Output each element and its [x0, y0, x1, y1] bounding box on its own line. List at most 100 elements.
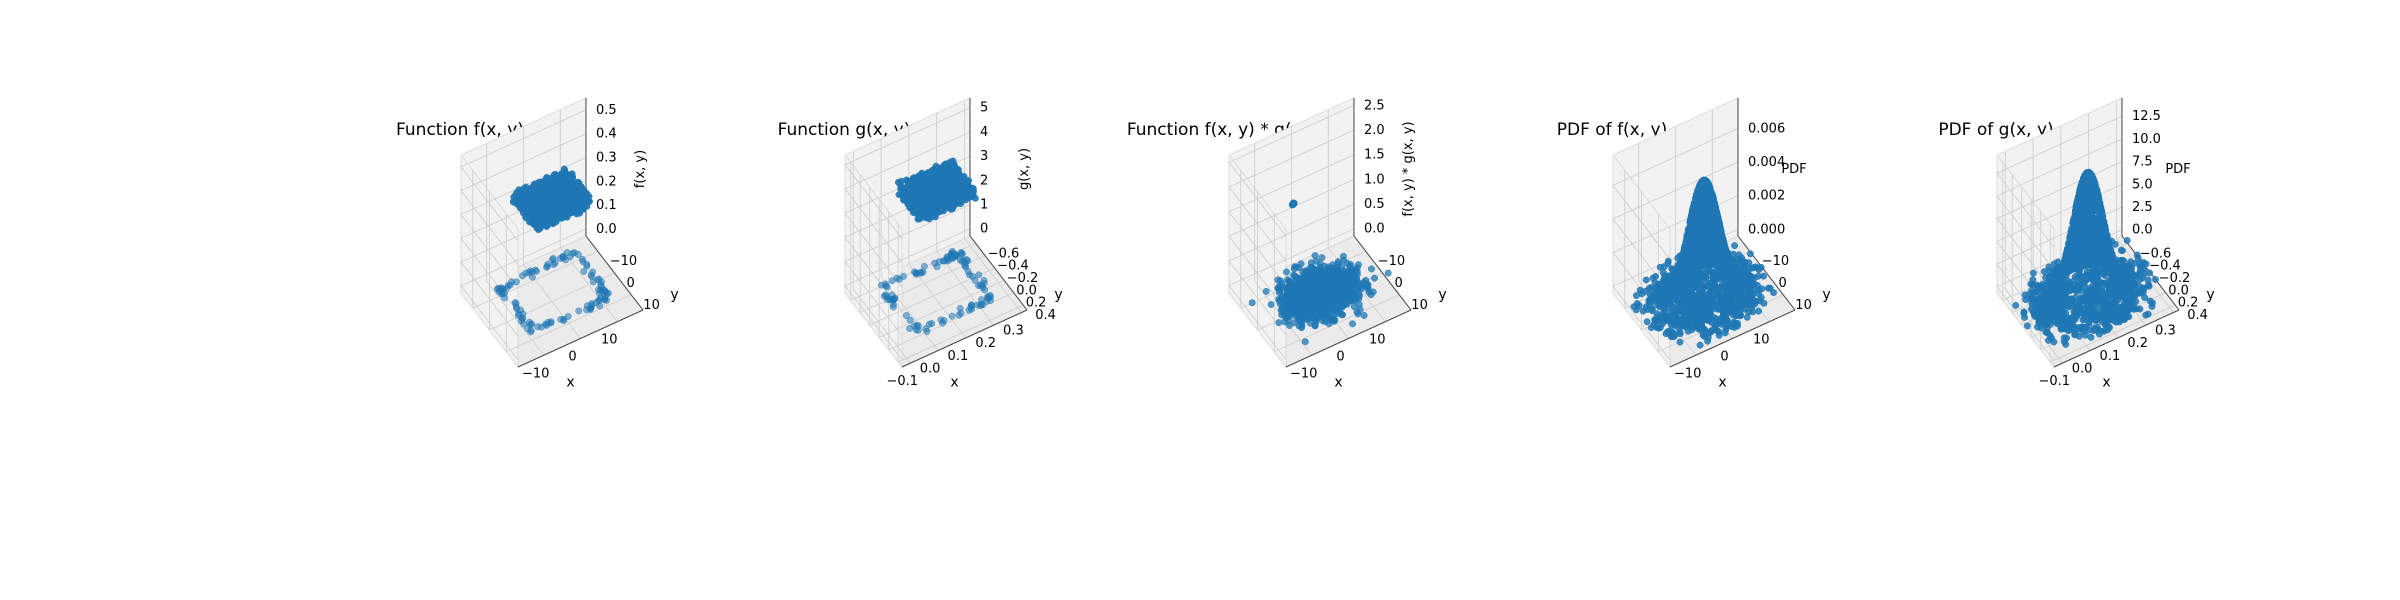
subplot-fg: Function f(x, y) * g(x, y) −10010−100100… [1127, 97, 1447, 391]
scatter-point [493, 285, 501, 293]
scatter-point [897, 177, 905, 185]
scatter-point [1277, 306, 1285, 314]
scatter-point [1301, 338, 1309, 346]
scatter-point [975, 271, 983, 279]
scatter-point [1642, 276, 1650, 284]
scatter-point [1339, 311, 1347, 319]
scatter-point [555, 209, 563, 217]
scatter-point [911, 174, 919, 182]
x-tick-label: −0.1 [887, 374, 919, 389]
scatter-point [956, 256, 964, 264]
scatter-point [587, 271, 595, 279]
scatter-point [1308, 271, 1316, 279]
scatter-point [1335, 300, 1343, 308]
x-tick-label: −10 [1290, 366, 1317, 381]
scatter-point [550, 175, 558, 183]
z-tick-label: 2.0 [1364, 123, 1385, 138]
scatter-point [1286, 291, 1294, 299]
scatter-point [899, 188, 907, 195]
scatter-point [928, 190, 936, 198]
scatter-point [575, 307, 583, 315]
scatter-point [1308, 314, 1316, 321]
subplot-pdf-f: PDF of f(x, y) −10010−100100.0000.0020.0… [1557, 97, 1831, 391]
scatter-point [1298, 295, 1306, 303]
scatter-point [1262, 287, 1270, 295]
scatter-point [534, 323, 542, 331]
scatter-point [964, 189, 972, 197]
scatter-point [539, 214, 547, 222]
scatter-point [946, 169, 954, 177]
x-axis-label: x [1334, 375, 1342, 391]
scatter-series [878, 157, 994, 335]
scatter-point [549, 255, 557, 262]
scatter-point [571, 192, 579, 200]
scatter-point [1311, 322, 1319, 330]
scatter-point [1360, 312, 1368, 319]
z-tick-label: 4 [980, 125, 988, 140]
y-tick-label: 10 [643, 298, 660, 313]
x-tick-label: 0.2 [975, 336, 996, 351]
scatter-point [566, 253, 574, 261]
scatter-point [543, 174, 551, 181]
scatter-point [978, 282, 986, 290]
scatter-point [918, 209, 926, 217]
scatter-point [1315, 302, 1323, 310]
scatter-point [512, 278, 520, 286]
scatter-point [550, 218, 558, 226]
scatter-point [1285, 300, 1293, 308]
scatter-point [547, 199, 555, 207]
scatter-point [575, 188, 583, 196]
scatter-point [950, 181, 958, 188]
scatter-point [922, 325, 930, 333]
scatter-point [1344, 289, 1352, 297]
scatter-point [527, 326, 535, 334]
scatter-point [603, 296, 610, 304]
z-tick-label: 0.5 [1364, 197, 1385, 212]
scatter-point [1297, 303, 1305, 311]
z-tick-label: 0 [980, 222, 988, 237]
scatter-point [925, 197, 932, 205]
scatter-point [1384, 269, 1392, 277]
scatter-point [939, 184, 946, 192]
scatter-point [937, 316, 945, 324]
scatter-point [1276, 285, 1284, 293]
scatter-point [1344, 267, 1352, 275]
x-gridline [880, 276, 939, 351]
scatter-point [952, 188, 960, 195]
z-axis-label: f(x, y) * g(x, y) [1401, 121, 1416, 216]
scatter-point [912, 203, 920, 211]
scatter-point [934, 165, 942, 173]
scatter-point [562, 173, 570, 181]
scatter-point [919, 268, 927, 276]
scatter-point [1324, 265, 1331, 273]
scatter-point [580, 267, 588, 275]
scatter-point [533, 267, 540, 275]
chart-title: PDF of f(x, y) [1557, 120, 1668, 140]
z-axis-label: f(x, y) [633, 150, 648, 188]
scatter-point [948, 312, 956, 320]
scatter-point [1338, 281, 1346, 289]
x-tick-label: 0.1 [948, 349, 969, 364]
scatter-point [1368, 265, 1375, 273]
y-tick-label: −10 [610, 254, 637, 269]
scatter-point [967, 303, 975, 311]
scatter-point [1337, 295, 1345, 303]
scatter-point [984, 294, 992, 302]
y-axis-label: y [1054, 287, 1062, 303]
scatter-point [914, 181, 922, 189]
z-gridline [844, 261, 903, 336]
scatter-point [955, 311, 963, 319]
z-tick-label: 0.4 [596, 127, 617, 142]
scatter-point [948, 205, 956, 213]
scatter-point [1292, 263, 1300, 271]
scatter-point [1770, 289, 1778, 297]
z-gridline [460, 166, 519, 242]
scatter-point [1343, 300, 1351, 308]
z-tick-label: 0.2 [596, 174, 617, 189]
scatter-point [558, 186, 566, 194]
subplot-g: Function g(x, y) −0.10.00.10.20.3−0.6−0.… [778, 97, 1063, 391]
scatter-point [1760, 299, 1768, 307]
y-tick-label: 0 [1395, 276, 1403, 291]
scatter-point [883, 283, 891, 291]
scatter-point [1275, 319, 1283, 327]
